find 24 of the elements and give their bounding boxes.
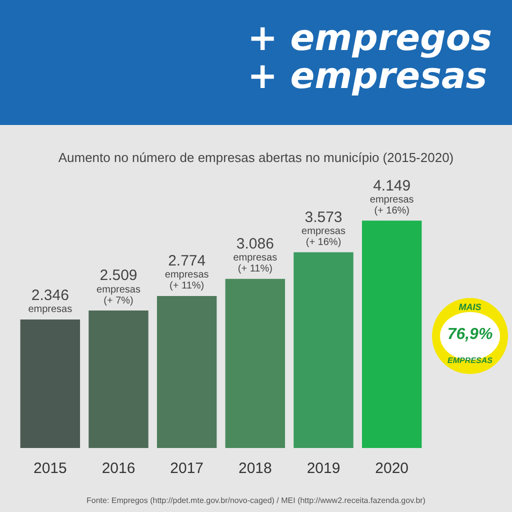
text: 76,9% [446,326,494,344]
source-note: Fonte: Empregos (http://pdet.mte.gov.br/novo-caged) / MEI (http://www2.receita.fazenda.gov.br) [86,496,426,505]
data-label: 2.774 empresas (+ 11%) [164,252,209,292]
x-tick-label: 2018 [238,460,272,478]
x-tick-label: 2019 [306,460,340,478]
bar [20,319,80,448]
x-tick-label: 2020 [375,460,409,478]
data-label: 2.509 empresas (+ 7%) [96,267,140,306]
x-tick-label: 2015 [33,460,67,478]
data-label: 3.086 empresas (+ 11%) [233,236,278,275]
bar [156,296,217,448]
text: MAIS [458,302,482,312]
data-label: 3.573 empresas (+ 16%) [302,208,346,248]
chart-title: + empregos + empresas [248,18,492,97]
text: EMPRESAS [446,356,494,365]
x-tick-label: 2016 [102,460,136,478]
chart-subtitle: Aumento no número de empresas abertas no município (2015-2020) [57,150,455,165]
data-label: 2.346 empresas [28,287,72,316]
bar [362,220,422,448]
x-tick-label: 2017 [170,460,204,478]
bar [88,310,148,448]
bar [225,278,286,448]
data-label: 4.149 empresas (+ 16%) [370,177,414,216]
bar [294,252,354,448]
